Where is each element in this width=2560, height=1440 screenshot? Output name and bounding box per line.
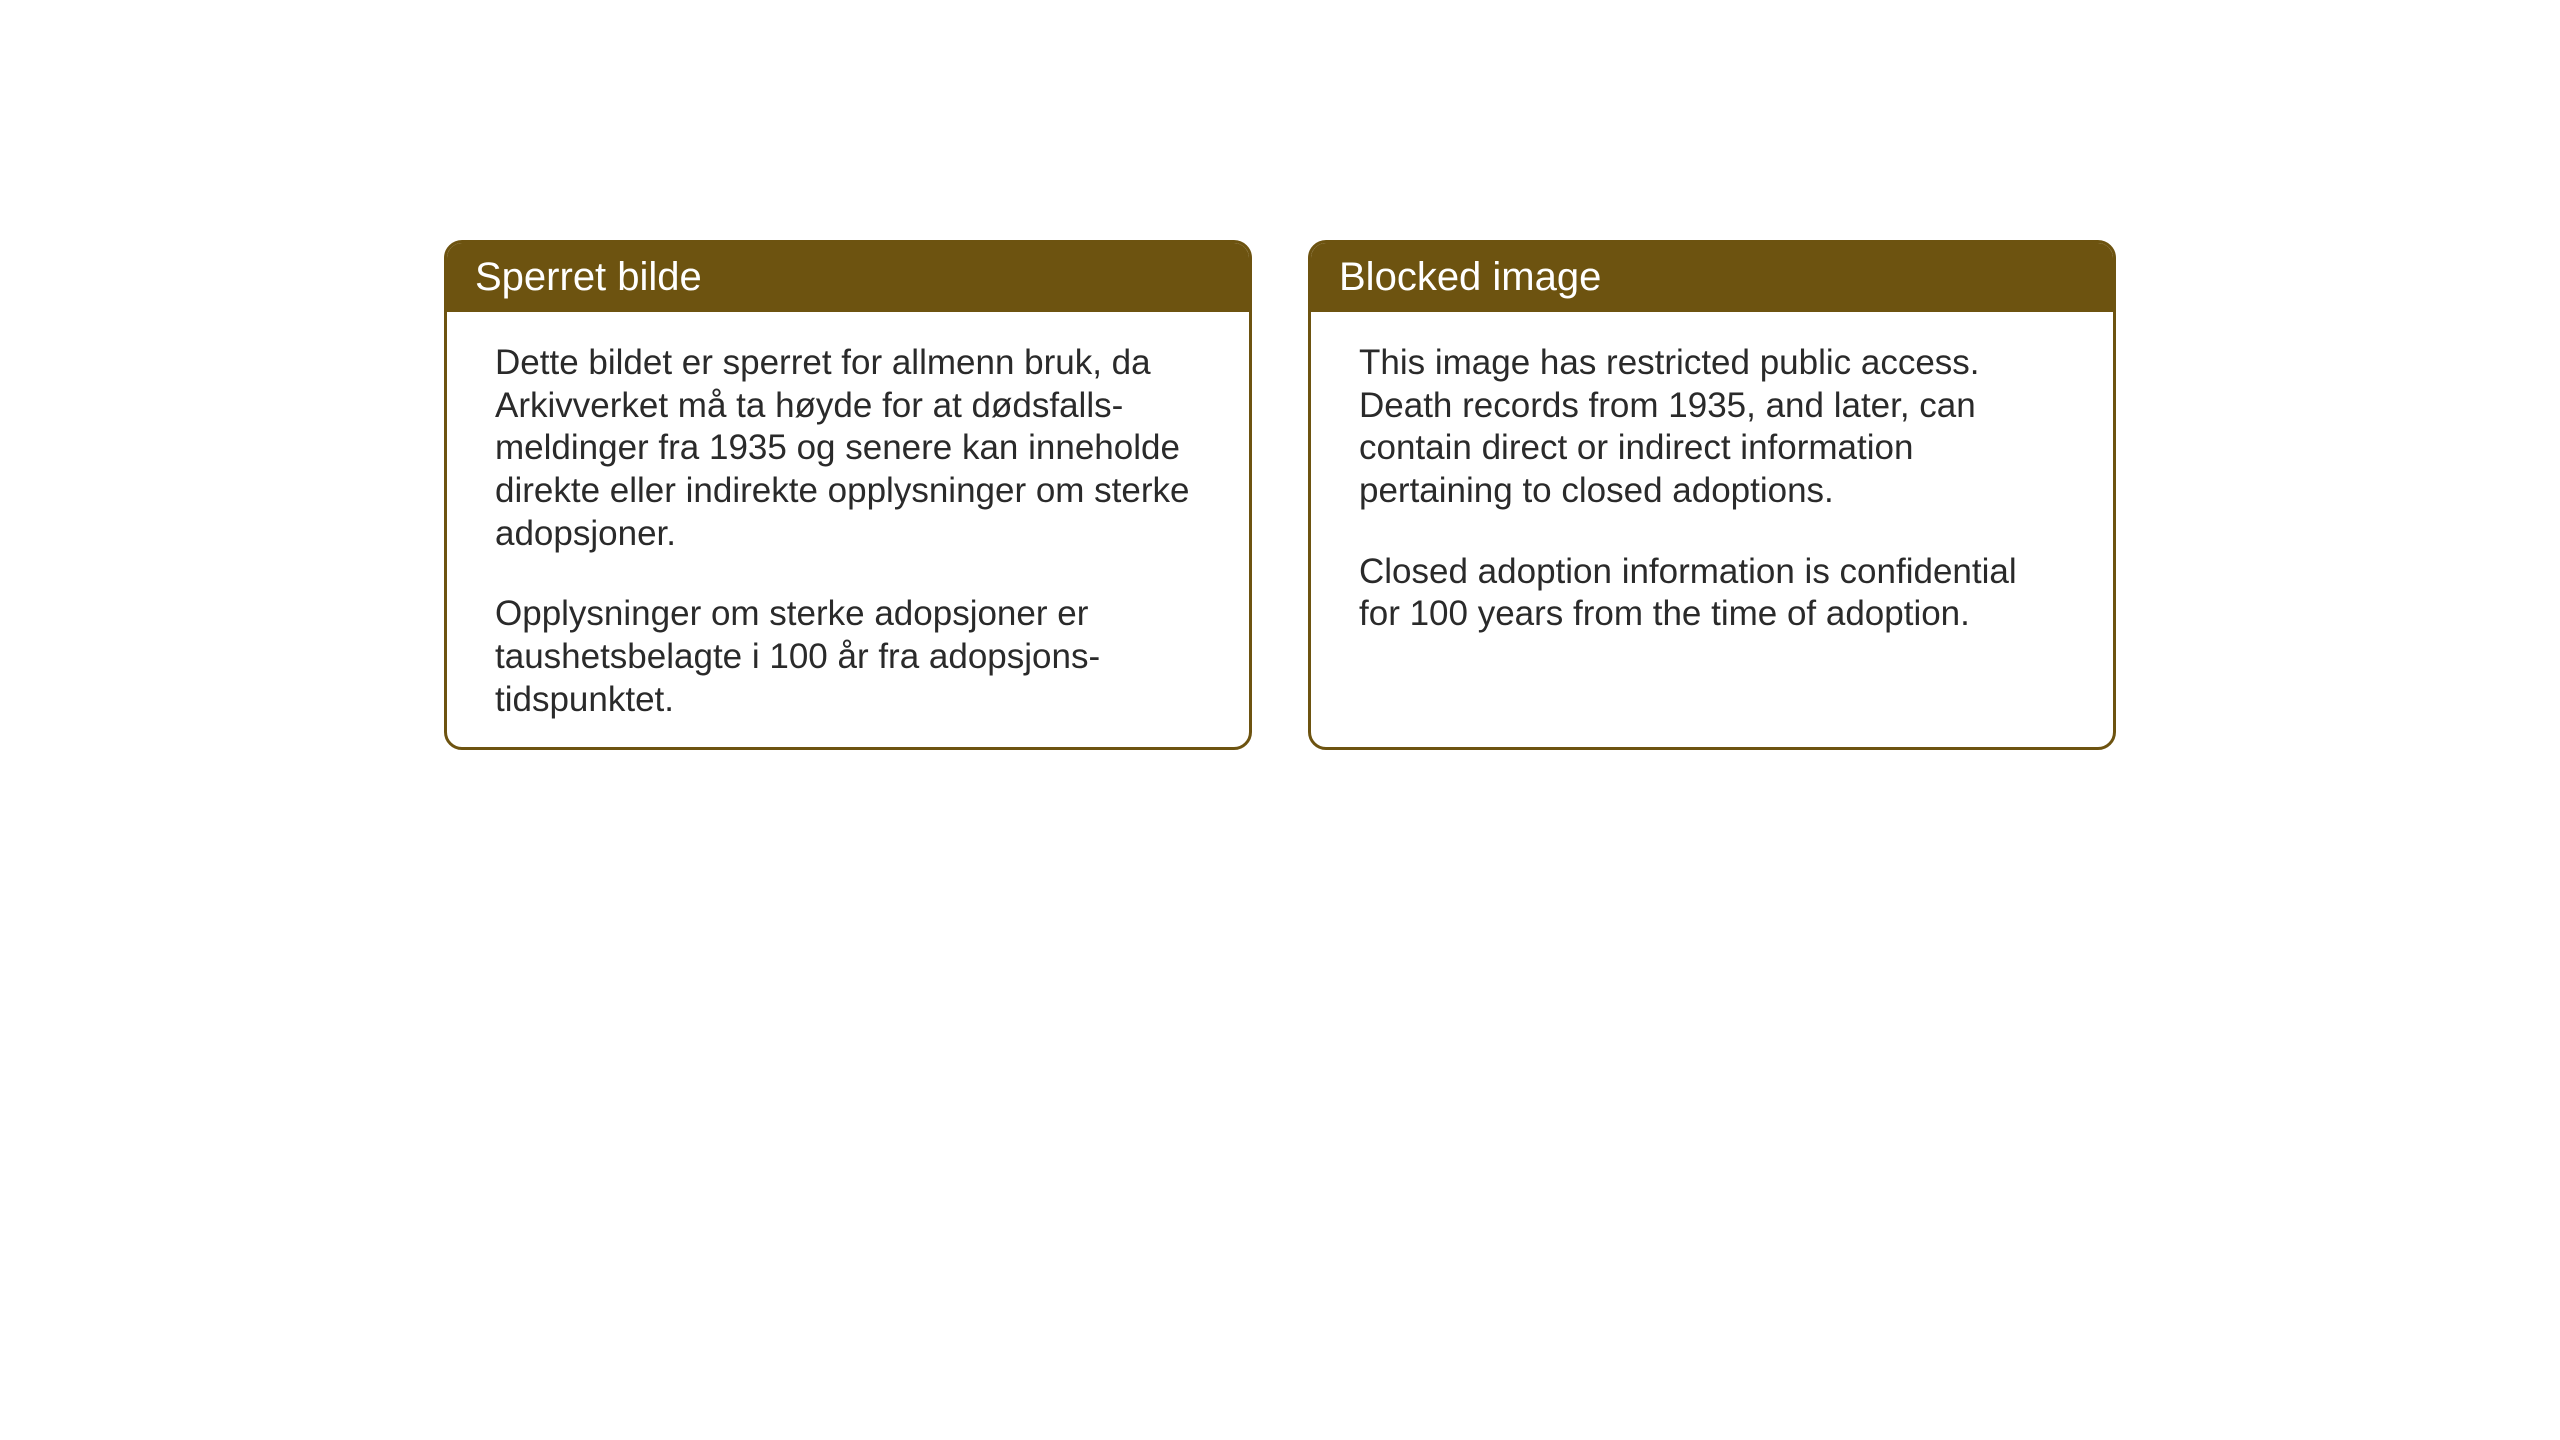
card-norwegian: Sperret bilde Dette bildet er sperret fo… <box>444 240 1252 750</box>
cards-container: Sperret bilde Dette bildet er sperret fo… <box>444 240 2116 750</box>
card-title-norwegian: Sperret bilde <box>475 255 702 299</box>
card-paragraph-1-english: This image has restricted public access.… <box>1359 342 2065 513</box>
card-body-english: This image has restricted public access.… <box>1311 312 2113 666</box>
card-paragraph-2-english: Closed adoption information is confident… <box>1359 551 2065 636</box>
card-title-english: Blocked image <box>1339 255 1601 299</box>
card-header-english: Blocked image <box>1311 243 2113 312</box>
card-paragraph-2-norwegian: Opplysninger om sterke adopsjoner er tau… <box>495 593 1201 721</box>
card-body-norwegian: Dette bildet er sperret for allmenn bruk… <box>447 312 1249 750</box>
card-english: Blocked image This image has restricted … <box>1308 240 2116 750</box>
card-paragraph-1-norwegian: Dette bildet er sperret for allmenn bruk… <box>495 342 1201 555</box>
card-header-norwegian: Sperret bilde <box>447 243 1249 312</box>
